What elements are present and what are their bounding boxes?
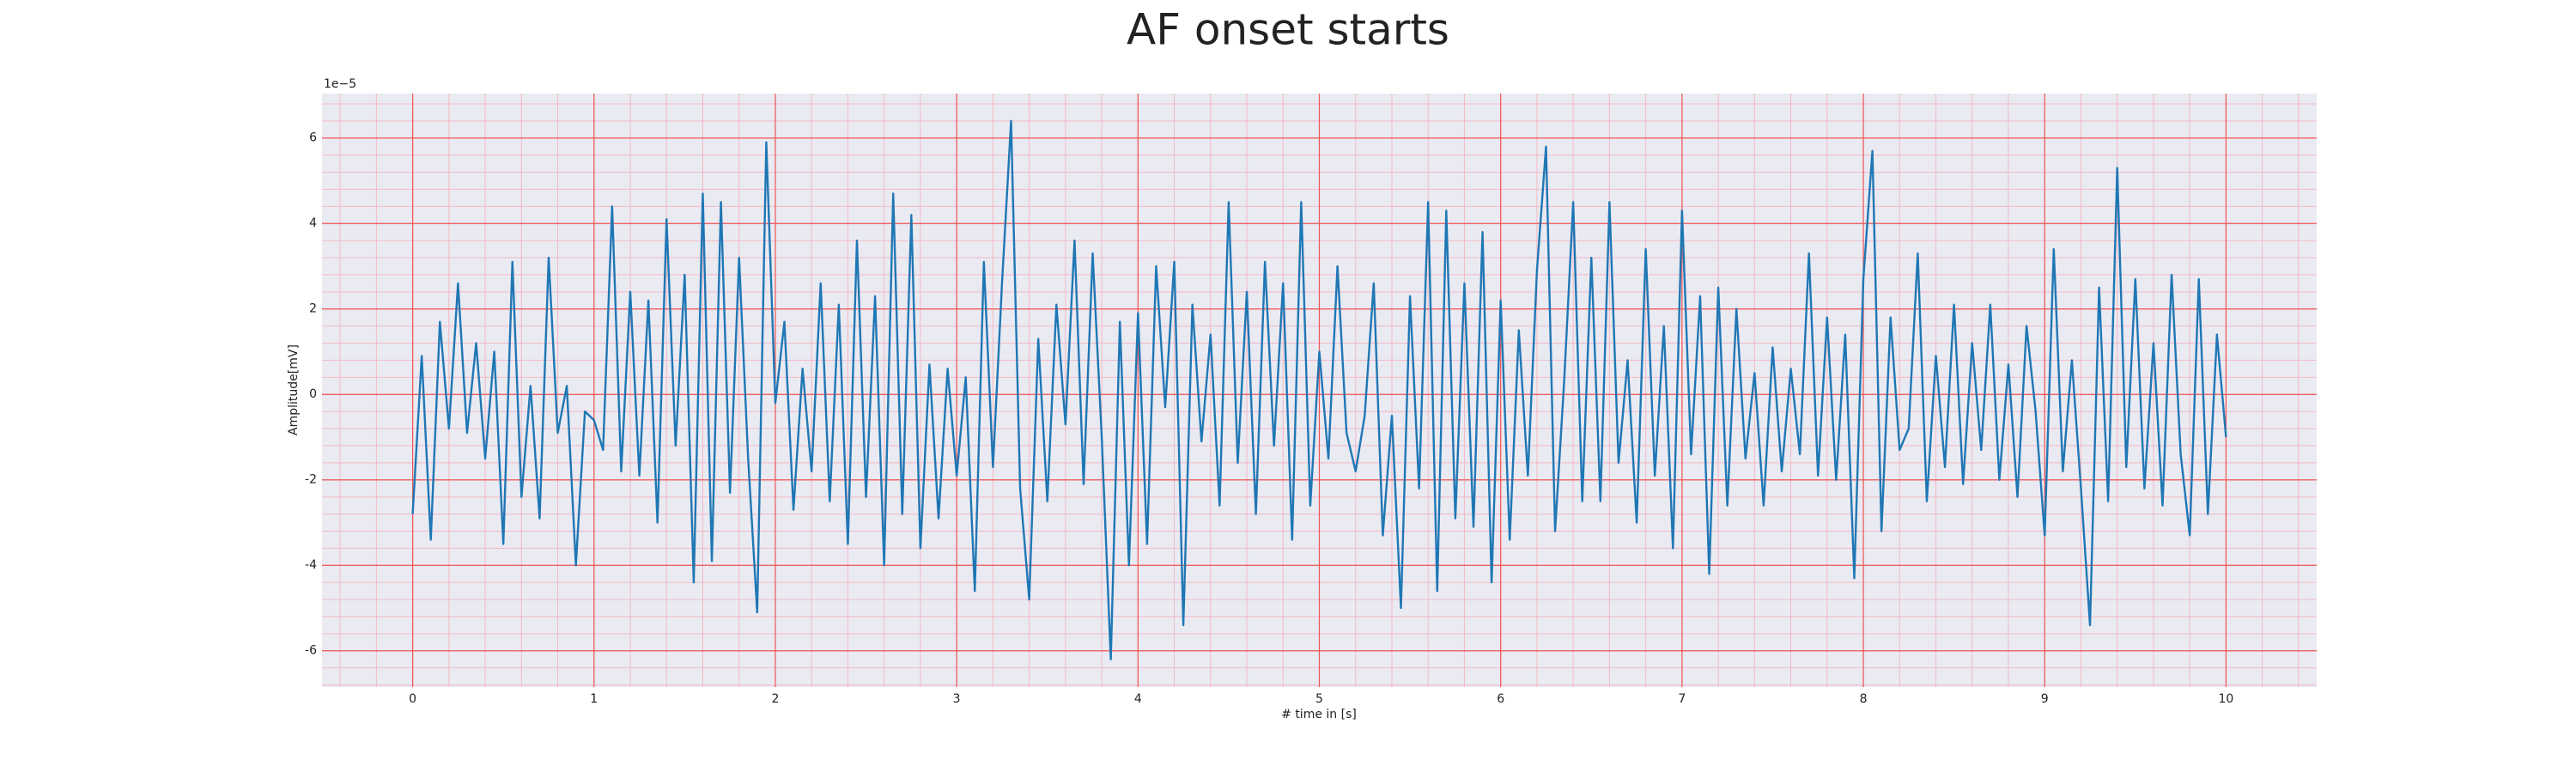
x-tick-label: 3 xyxy=(953,692,961,706)
y-tick-label: 6 xyxy=(309,131,317,145)
y-tick-label: 0 xyxy=(309,387,317,401)
x-tick-label: 0 xyxy=(409,692,416,706)
x-tick-label: 4 xyxy=(1134,692,1142,706)
y-axis-label: Amplitude[mV] xyxy=(287,344,301,435)
x-tick-label: 10 xyxy=(2218,692,2233,706)
x-tick-label: 5 xyxy=(1315,692,1323,706)
x-tick-label: 2 xyxy=(771,692,779,706)
x-tick-label: 8 xyxy=(1860,692,1868,706)
y-tick-label: -4 xyxy=(305,558,317,572)
y-tick-label: 2 xyxy=(309,302,317,316)
y-tick-label: 4 xyxy=(309,216,317,230)
y-tick-label: -2 xyxy=(305,473,317,487)
x-tick-label: 9 xyxy=(2041,692,2049,706)
x-tick-label: 7 xyxy=(1678,692,1686,706)
x-tick-label: 6 xyxy=(1497,692,1504,706)
y-tick-label: -6 xyxy=(305,644,317,658)
x-tick-label: 1 xyxy=(590,692,598,706)
marks xyxy=(411,119,2227,660)
chart-title: AF onset starts xyxy=(1127,5,1449,55)
x-axis-label: # time in [s] xyxy=(1281,708,1357,721)
data-line xyxy=(411,119,2227,660)
y-offset-label: 1e−5 xyxy=(324,77,356,91)
